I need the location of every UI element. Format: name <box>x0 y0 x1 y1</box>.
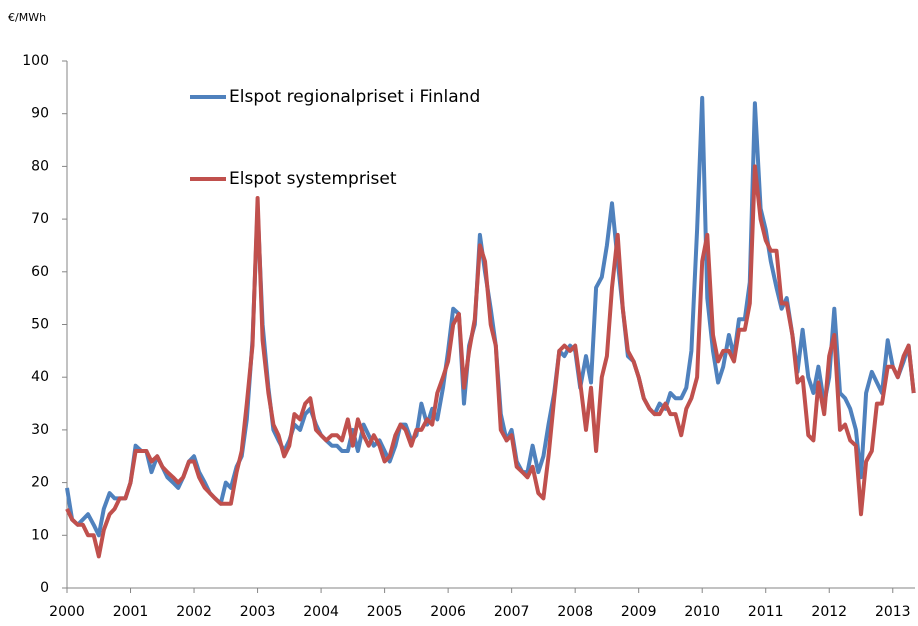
y-tick-label: 60 <box>31 264 49 280</box>
y-tick-label: 70 <box>31 211 49 227</box>
y-tick-label: 90 <box>31 106 49 122</box>
y-tick-label: 30 <box>31 422 49 438</box>
y-tick-label: 50 <box>31 317 49 333</box>
y-tick-label: 20 <box>31 475 49 491</box>
legend-label: Elspot regionalpriset i Finland <box>229 87 480 107</box>
y-tick-label: 100 <box>22 53 49 69</box>
x-tick-label: 2005 <box>367 604 403 620</box>
y-tick-label: 40 <box>31 369 49 385</box>
y-tick-label: 0 <box>40 580 49 596</box>
x-tick-label: 2008 <box>557 604 593 620</box>
x-tick-label: 2001 <box>113 604 149 620</box>
x-tick-label: 2012 <box>811 604 847 620</box>
x-tick-label: 2013 <box>875 604 911 620</box>
x-tick-label: 2010 <box>684 604 720 620</box>
x-tick-label: 2002 <box>176 604 212 620</box>
y-tick-label: 10 <box>31 527 49 543</box>
y-unit-label: €/MWh <box>8 11 46 24</box>
x-tick-label: 2004 <box>303 604 339 620</box>
x-tick-label: 2007 <box>494 604 530 620</box>
x-tick-label: 2011 <box>748 604 784 620</box>
x-tick-label: 2000 <box>49 604 85 620</box>
y-tick-label: 80 <box>31 158 49 174</box>
x-tick-label: 2003 <box>240 604 276 620</box>
x-tick-label: 2006 <box>430 604 466 620</box>
series-line <box>65 164 916 559</box>
legend-label: Elspot systempriset <box>229 169 397 189</box>
x-tick-label: 2009 <box>621 604 657 620</box>
